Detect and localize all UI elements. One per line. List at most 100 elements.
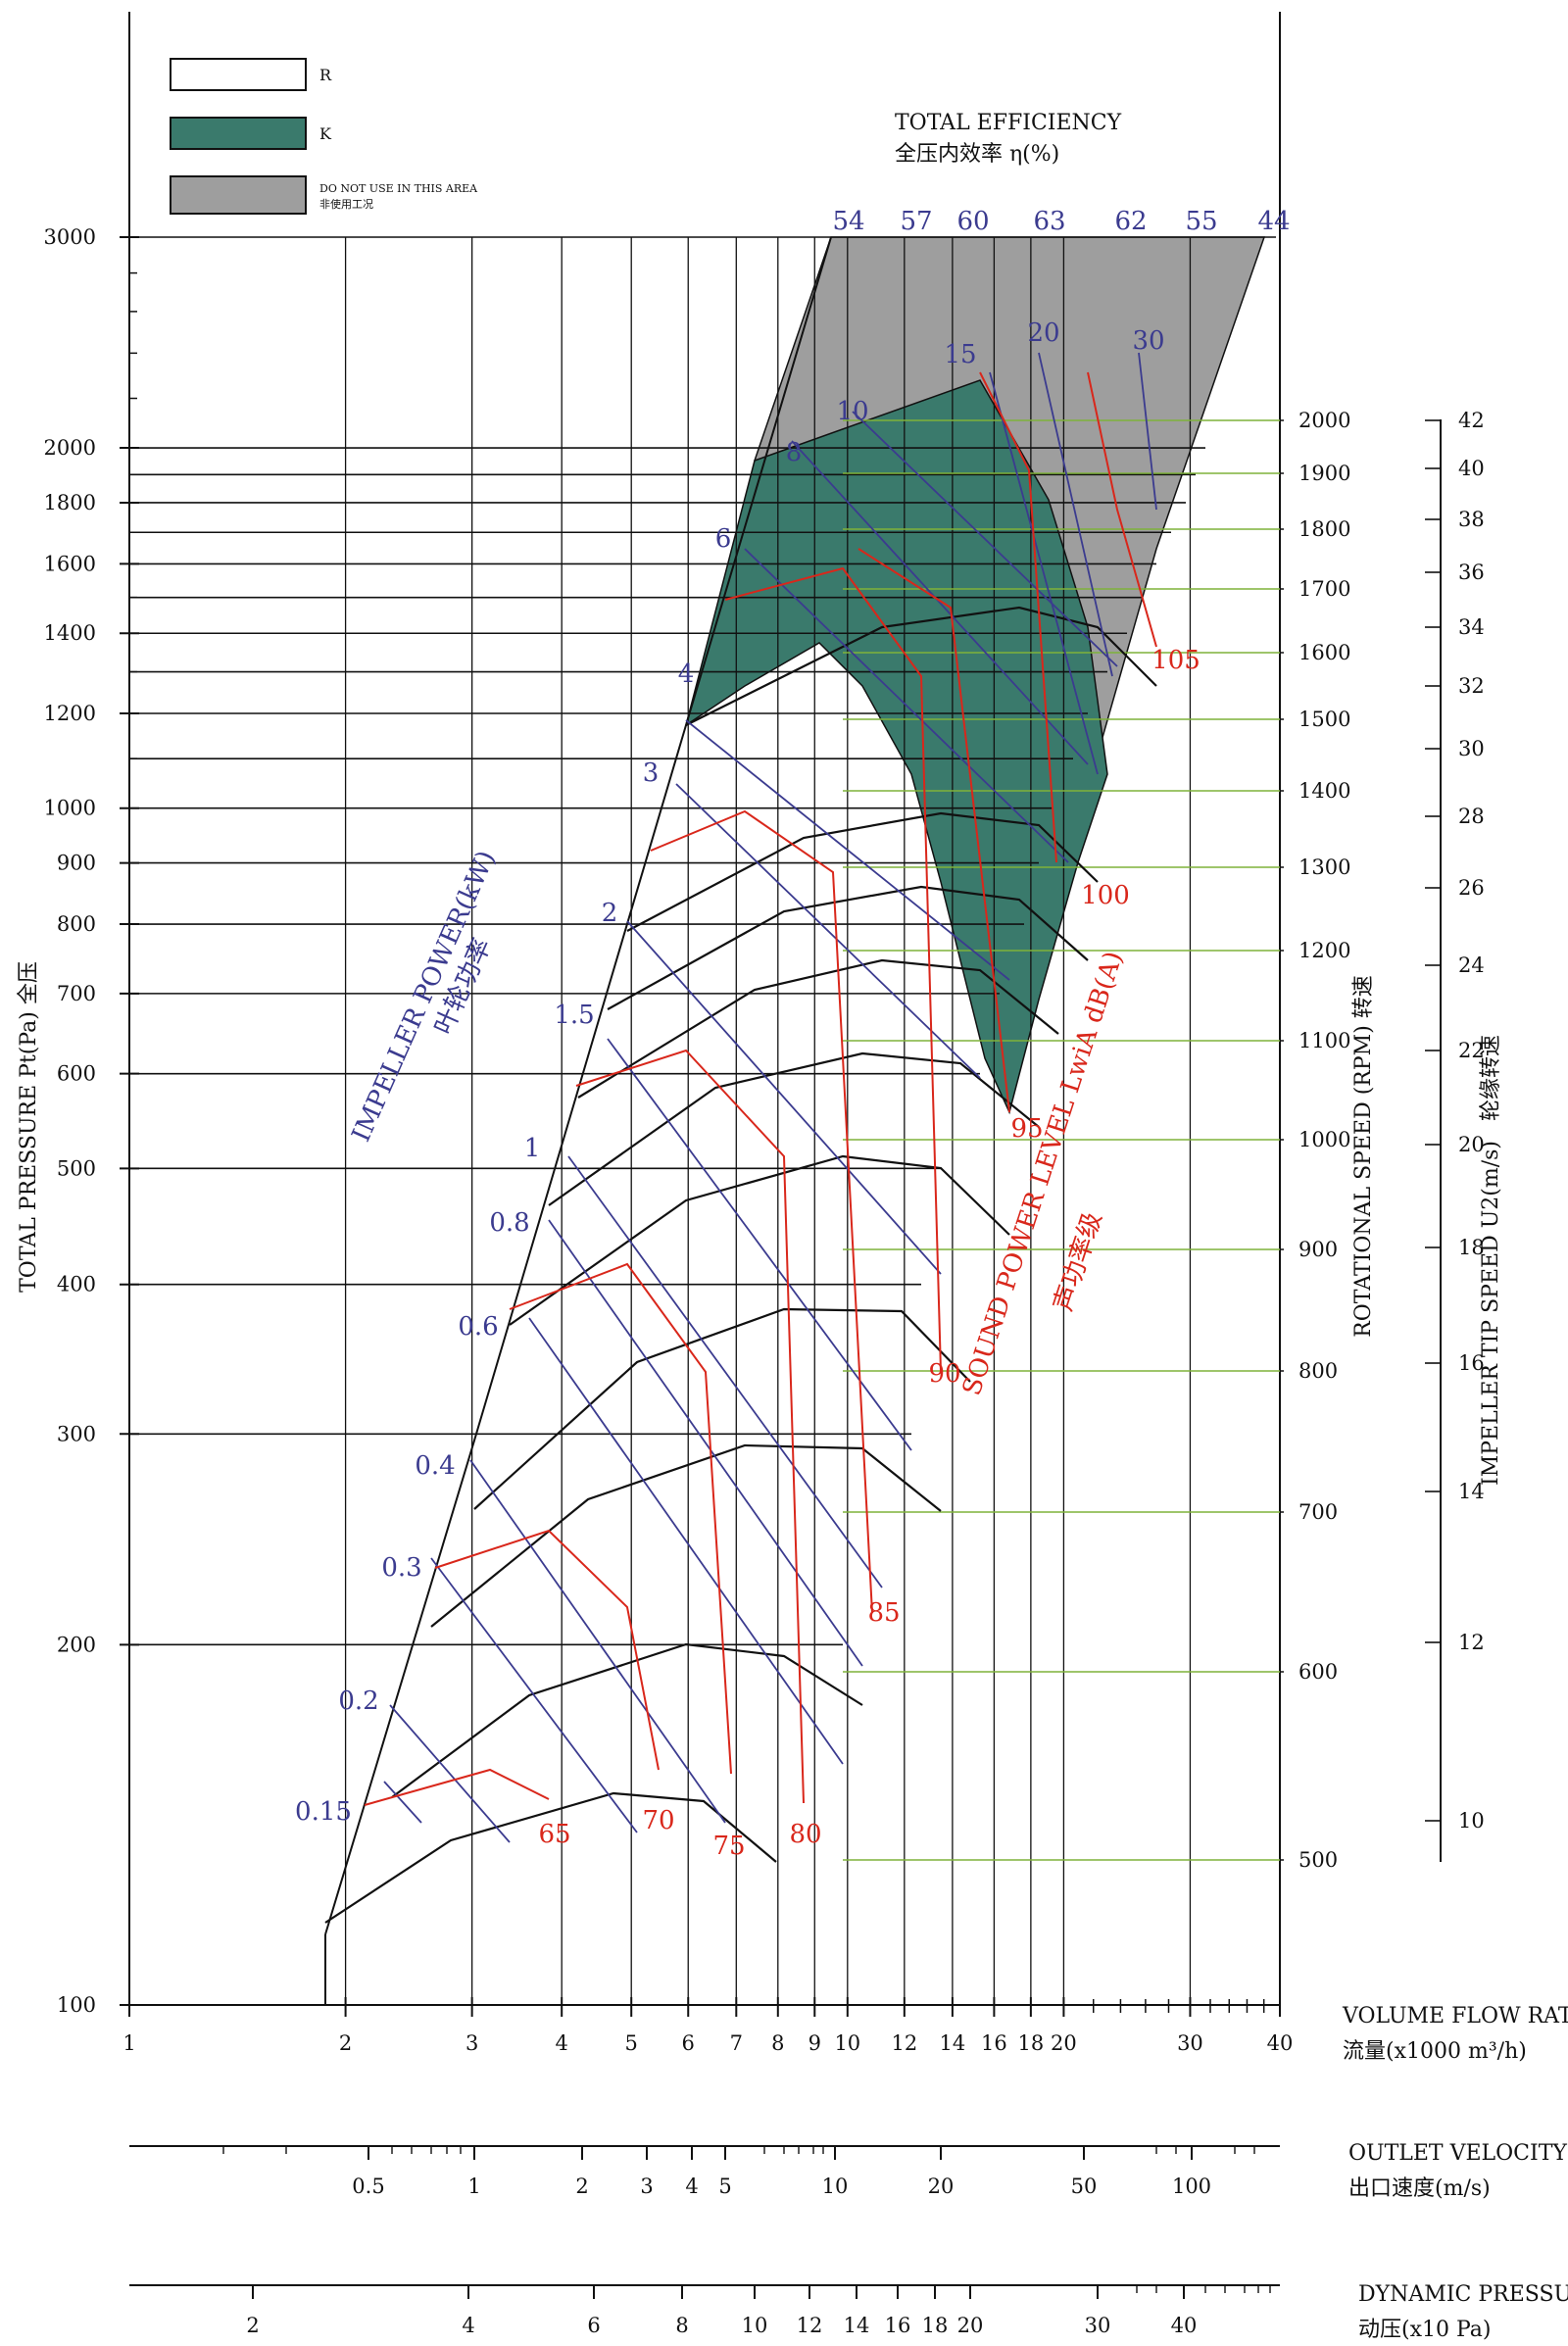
- x-tick-label: 5: [625, 2031, 638, 2055]
- rpm-axis-title: ROTATIONAL SPEED (RPM) 转速: [1351, 975, 1376, 1338]
- impeller-power-label: 20: [1027, 318, 1059, 348]
- system-curve: [324, 1791, 777, 1924]
- sound-power-curve: [434, 1529, 660, 1771]
- outlet-velocity-tick-label: 2: [575, 2175, 588, 2198]
- legend-swatch-r: [170, 58, 307, 91]
- y-tick-label: 600: [57, 1062, 96, 1086]
- impeller-power-curve: [1138, 352, 1157, 511]
- sound-power-curve: [650, 809, 873, 1614]
- envelope-left-boundary: [324, 236, 832, 1935]
- tip-speed-tick-label: 28: [1458, 805, 1485, 828]
- system-curve: [509, 1154, 1010, 1326]
- efficiency-label: 60: [956, 207, 989, 236]
- impeller-power-curve: [1038, 352, 1113, 677]
- rpm-tick-label: 1500: [1298, 708, 1350, 731]
- impeller-power-curve: [567, 1155, 883, 1588]
- efficiency-label: 55: [1185, 207, 1217, 236]
- x-tick-label: 1: [122, 2031, 135, 2055]
- dynamic-pressure-tick-label: 16: [885, 2314, 911, 2337]
- x-tick-label: 2: [339, 2031, 352, 2055]
- efficiency-label: 63: [1033, 207, 1065, 236]
- dynamic-pressure-tick-label: 4: [462, 2314, 474, 2337]
- impeller-power-curve: [430, 1557, 638, 1833]
- x-tick-label: 6: [682, 2031, 695, 2055]
- tip-speed-tick-label: 34: [1458, 615, 1485, 639]
- tip-speed-axis-title: IMPELLER TIP SPEED U2(m/s): [1479, 1141, 1503, 1486]
- system-curve: [577, 958, 1059, 1099]
- system-curve: [430, 1443, 942, 1628]
- y-tick-label: 3000: [44, 225, 96, 249]
- impeller-power-label: 0.2: [338, 1686, 378, 1716]
- x-tick-label: 12: [891, 2031, 917, 2055]
- y-tick-label: 200: [57, 1633, 96, 1656]
- x-tick-label: 4: [556, 2031, 568, 2055]
- system-curve: [473, 1307, 971, 1510]
- dynamic-pressure-tick-label: 10: [742, 2314, 768, 2337]
- x-tick-label: 14: [940, 2031, 966, 2055]
- rpm-tick-label: 1200: [1298, 939, 1350, 962]
- x-axis-title: VOLUME FLOW RATE: [1342, 2004, 1568, 2028]
- legend-label-r: R: [319, 66, 332, 84]
- tip-speed-tick-label: 38: [1458, 508, 1485, 531]
- rpm-tick-label: 1000: [1298, 1128, 1350, 1151]
- legend-label-k: K: [319, 124, 332, 143]
- x-axis-title-cn: 流量(x1000 m³/h): [1343, 2039, 1527, 2064]
- rpm-tick-label: 1300: [1298, 855, 1350, 879]
- system-curve: [391, 1642, 863, 1798]
- tip-speed-tick-label: 26: [1458, 876, 1485, 900]
- dynamic-pressure-tick-label: 6: [587, 2314, 600, 2337]
- outlet-velocity-tick-label: 1: [467, 2175, 480, 2198]
- legend-label-do-not-use: DO NOT USE IN THIS AREA: [319, 182, 478, 195]
- sound-power-curve: [1087, 371, 1157, 648]
- impeller-power-label: 2: [602, 899, 618, 928]
- x-tick-label: 3: [466, 2031, 478, 2055]
- rpm-tick-label: 700: [1298, 1500, 1338, 1524]
- tip-speed-tick-label: 24: [1458, 953, 1485, 977]
- efficiency-title-cn: 全压内效率 η(%): [895, 142, 1059, 167]
- sound-power-title-cn: 声功率级: [1049, 1208, 1108, 1314]
- rpm-tick-label: 1800: [1298, 517, 1350, 541]
- impeller-power-curve: [548, 1219, 863, 1667]
- rpm-tick-label: 2000: [1298, 409, 1350, 432]
- impeller-power-curve: [469, 1459, 726, 1824]
- impeller-power-label: 4: [678, 660, 695, 689]
- rpm-tick-label: 1100: [1298, 1029, 1350, 1052]
- dynamic-pressure-tick-label: 2: [246, 2314, 259, 2337]
- system-curve: [685, 606, 1157, 726]
- x-tick-label: 20: [1051, 2031, 1077, 2055]
- efficiency-label: 57: [900, 207, 932, 236]
- sound-power-label: 70: [642, 1806, 674, 1835]
- dynamic-pressure-tick-label: 12: [797, 2314, 823, 2337]
- x-tick-label: 9: [808, 2031, 821, 2055]
- sound-power-label: 80: [789, 1820, 821, 1849]
- rpm-tick-label: 1600: [1298, 641, 1350, 664]
- performance-curves: [324, 352, 1157, 1924]
- chart-grid: [120, 12, 1442, 2299]
- outlet-velocity-title-cn: 出口速度(m/s): [1348, 2176, 1491, 2201]
- impeller-power-label: 0.8: [489, 1208, 529, 1238]
- y-tick-label: 700: [57, 982, 96, 1005]
- sound-power-label: 65: [538, 1820, 570, 1849]
- y-tick-label: 1400: [44, 621, 96, 645]
- impeller-power-curve: [389, 1704, 511, 1843]
- impeller-power-label: 15: [944, 340, 976, 369]
- impeller-power-curve: [989, 371, 1099, 775]
- system-curve: [607, 885, 1089, 1010]
- y-tick-label: 500: [57, 1156, 96, 1180]
- y-tick-label: 300: [57, 1422, 96, 1445]
- dynamic-pressure-tick-label: 8: [675, 2314, 688, 2337]
- y-tick-label: 900: [57, 852, 96, 875]
- sound-power-label: 90: [928, 1359, 960, 1389]
- dynamic-pressure-tick-label: 18: [922, 2314, 949, 2337]
- x-tick-label: 18: [1018, 2031, 1045, 2055]
- impeller-power-label: 1.5: [554, 1001, 594, 1030]
- y-tick-label: 1000: [44, 797, 96, 820]
- rpm-tick-label: 1400: [1298, 779, 1350, 803]
- sound-power-curve: [979, 371, 1057, 863]
- impeller-power-curve: [528, 1317, 844, 1765]
- y-tick-label: 1800: [44, 491, 96, 514]
- tip-speed-tick-label: 10: [1458, 1809, 1485, 1833]
- dynamic-pressure-tick-label: 14: [844, 2314, 870, 2337]
- tip-speed-tick-label: 20: [1458, 1133, 1485, 1156]
